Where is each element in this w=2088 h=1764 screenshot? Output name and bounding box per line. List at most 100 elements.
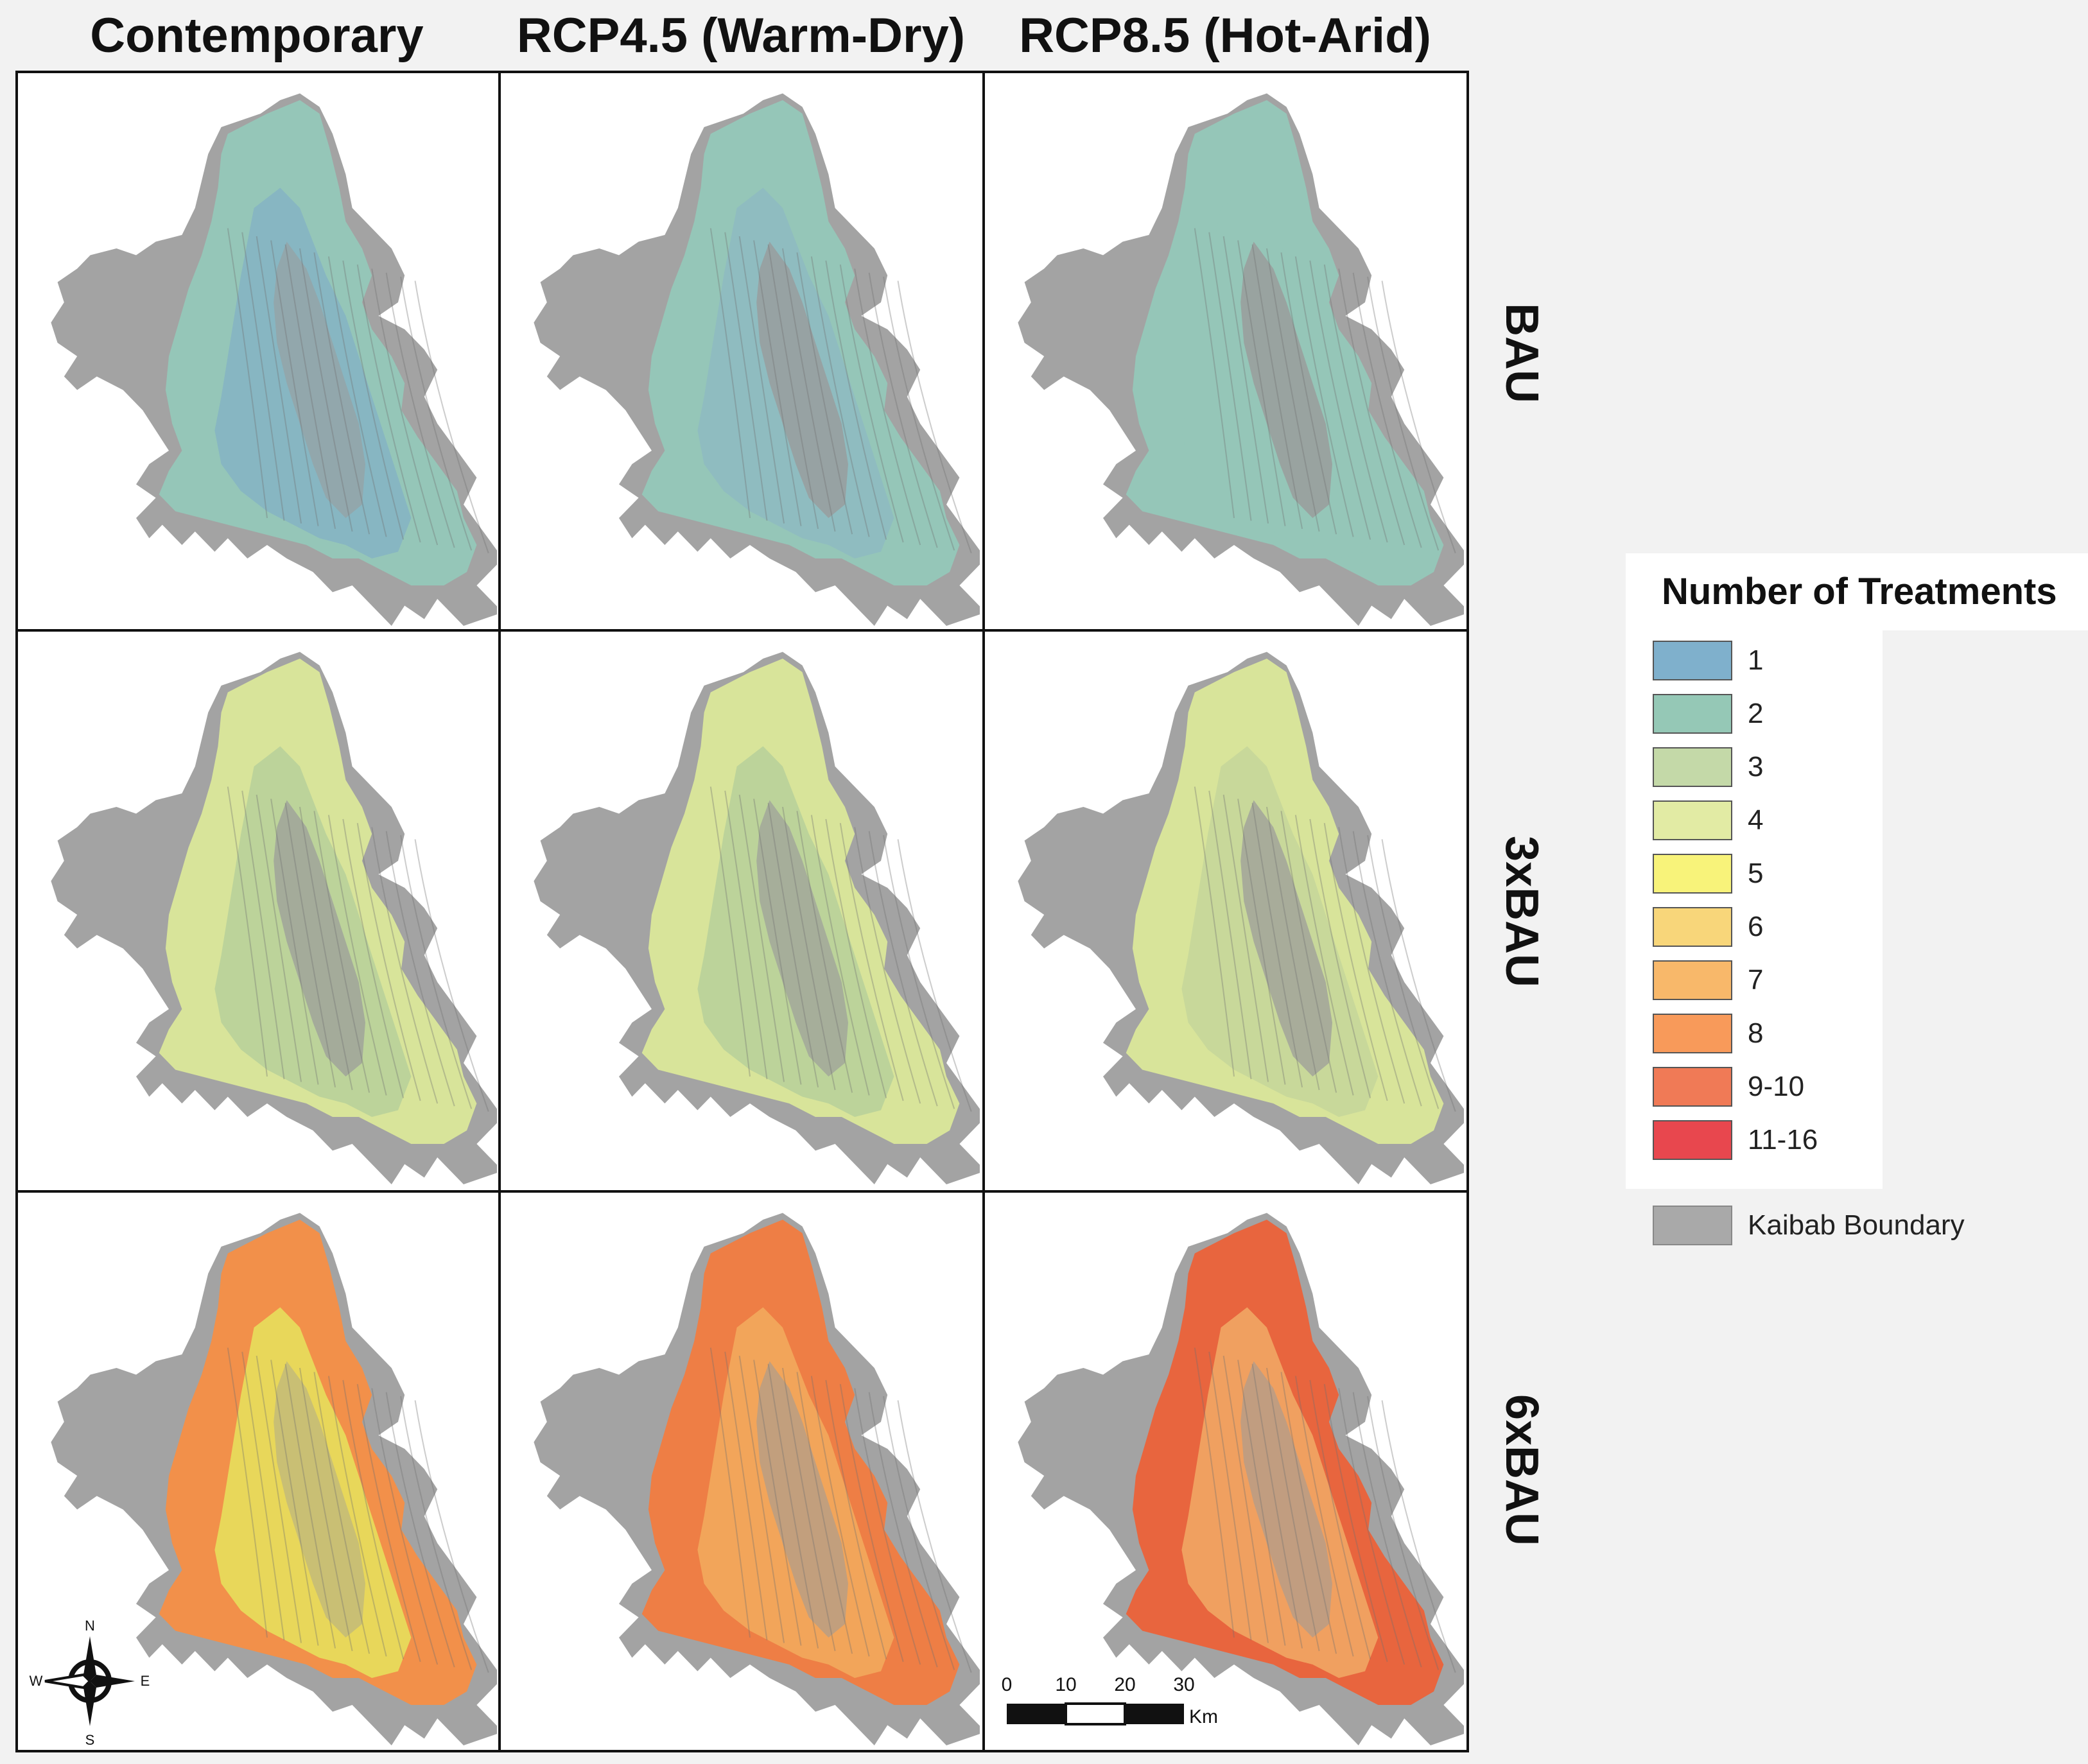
drainage-line bbox=[883, 834, 955, 1109]
map-graphic bbox=[51, 1213, 497, 1745]
map-graphic bbox=[51, 652, 497, 1184]
drainage-line bbox=[1294, 815, 1354, 1096]
legend-item: 2 bbox=[1653, 694, 1884, 739]
untreated-core-region bbox=[274, 800, 365, 1077]
legend-item: 7 bbox=[1653, 960, 1884, 1005]
drainage-line bbox=[825, 818, 887, 1098]
drainage-line bbox=[1194, 786, 1235, 1077]
drainage-line bbox=[284, 802, 336, 1088]
legend-item: 9-10 bbox=[1653, 1067, 1884, 1112]
drainage-line bbox=[1280, 811, 1337, 1093]
drainage-line bbox=[1251, 1363, 1303, 1649]
scale-bar: 0 10 20 30 Km bbox=[1002, 1674, 1233, 1738]
drainage-line bbox=[299, 1367, 353, 1652]
legend-label: 7 bbox=[1748, 964, 1764, 996]
drainage-line bbox=[810, 1376, 870, 1657]
drainage-line bbox=[1266, 248, 1320, 532]
scale-tick-label: 0 bbox=[1002, 1674, 1012, 1695]
drainage-line bbox=[1208, 232, 1252, 521]
scale-tick-label: 20 bbox=[1114, 1674, 1135, 1695]
drainage-line bbox=[327, 815, 387, 1096]
drainage-line bbox=[854, 268, 921, 546]
scale-tick-label: 10 bbox=[1055, 1674, 1076, 1695]
map-panel-bau-rcp85 bbox=[985, 73, 1464, 629]
drainage-line bbox=[414, 1400, 489, 1673]
drainage-line bbox=[724, 232, 768, 521]
drainage-line bbox=[1352, 272, 1422, 548]
drainage-line bbox=[753, 1360, 802, 1646]
legend-label: 5 bbox=[1748, 858, 1764, 889]
drainage-line bbox=[1266, 806, 1320, 1091]
drainage-line bbox=[1280, 1372, 1337, 1654]
untreated-core-region bbox=[274, 1361, 365, 1638]
map-graphic bbox=[51, 93, 497, 626]
drainage-line bbox=[284, 1363, 336, 1649]
drainage-line bbox=[371, 268, 439, 546]
drainage-line bbox=[767, 802, 819, 1088]
map-panel-3xbau-contemporary bbox=[18, 632, 497, 1188]
drainage-line bbox=[1208, 790, 1252, 1080]
drainage-line bbox=[839, 264, 904, 543]
drainage-line bbox=[1194, 1347, 1235, 1638]
drainage-line bbox=[1280, 252, 1337, 535]
drainage-line bbox=[810, 815, 870, 1096]
untreated-core-region bbox=[274, 241, 365, 518]
drainage-line bbox=[371, 1388, 439, 1665]
drainage-line bbox=[400, 834, 473, 1109]
drainage-line bbox=[709, 1347, 751, 1638]
drainage-line bbox=[284, 244, 336, 530]
drainage-line bbox=[781, 1367, 836, 1652]
drainage-line bbox=[767, 1363, 819, 1649]
legend-swatch-boundary bbox=[1653, 1206, 1732, 1245]
scale-tick-label: 30 bbox=[1173, 1674, 1194, 1695]
compass-w-label: W bbox=[30, 1673, 43, 1689]
treatment-zone-inner bbox=[214, 1307, 412, 1678]
drainage-line bbox=[839, 823, 904, 1102]
column-header-rcp45: RCP4.5 (Warm-Dry) bbox=[516, 8, 966, 63]
drainage-line bbox=[356, 1384, 421, 1663]
legend-label: 3 bbox=[1748, 751, 1764, 783]
drainage-line bbox=[1294, 256, 1354, 537]
drainage-line bbox=[227, 1347, 268, 1638]
drainage-line bbox=[313, 252, 370, 535]
drainage-line bbox=[1266, 1367, 1320, 1652]
map-panel-3xbau-rcp85 bbox=[985, 632, 1464, 1188]
drainage-line bbox=[1222, 236, 1269, 524]
drainage-line bbox=[810, 256, 870, 537]
drainage-line bbox=[327, 256, 387, 537]
legend-label: 2 bbox=[1748, 698, 1764, 729]
drainage-line bbox=[241, 790, 285, 1080]
legend: Number of Treatments 1 2 3 4 5 6 7 8 9-10 11-16 bbox=[1626, 553, 2088, 1195]
legend-label: 11-16 bbox=[1748, 1124, 1818, 1155]
grid-divider bbox=[982, 73, 985, 1750]
compass-rose-icon: N S W E bbox=[26, 1614, 154, 1749]
drainage-line bbox=[1237, 240, 1286, 526]
drainage-line bbox=[868, 1392, 938, 1668]
legend-item: 6 bbox=[1653, 907, 1884, 952]
drainage-line bbox=[241, 1351, 285, 1641]
legend-item-boundary: Kaibab Boundary bbox=[1653, 1206, 2088, 1250]
drainage-line bbox=[738, 1355, 785, 1643]
row-label-bau: BAU bbox=[1496, 303, 1547, 403]
drainage-line bbox=[1222, 794, 1269, 1082]
legend-item: 4 bbox=[1653, 800, 1884, 845]
drainage-line bbox=[897, 839, 972, 1112]
legend-label: 8 bbox=[1748, 1017, 1764, 1049]
grid-divider bbox=[498, 73, 501, 1750]
drainage-line bbox=[897, 281, 972, 553]
drainage-line bbox=[1309, 260, 1371, 540]
drainage-line bbox=[1237, 799, 1286, 1085]
drainage-line bbox=[796, 1372, 853, 1654]
map-graphic bbox=[1018, 93, 1464, 626]
drainage-line bbox=[1381, 281, 1456, 553]
drainage-line bbox=[1237, 1360, 1286, 1646]
drainage-line bbox=[385, 1392, 455, 1668]
drainage-line bbox=[1367, 1396, 1440, 1670]
drainage-line bbox=[897, 1400, 972, 1673]
drainage-line bbox=[342, 260, 405, 540]
legend-label-boundary: Kaibab Boundary bbox=[1748, 1209, 1965, 1241]
drainage-line bbox=[709, 786, 751, 1077]
legend-swatch bbox=[1653, 907, 1732, 947]
drainage-line bbox=[1381, 1400, 1456, 1673]
compass-s-label: S bbox=[85, 1732, 95, 1748]
